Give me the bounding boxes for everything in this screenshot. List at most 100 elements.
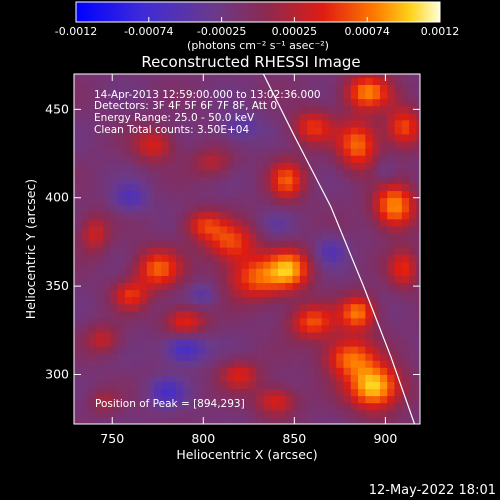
heatmap-cell [81, 247, 89, 255]
heatmap-cell [321, 325, 330, 333]
heatmap-cell [307, 183, 315, 192]
heatmap-cell [154, 141, 162, 149]
heatmap-cell [139, 240, 148, 248]
heatmap-cell [110, 374, 119, 382]
heatmap-cell [409, 183, 417, 192]
heatmap-cell [292, 218, 301, 227]
heatmap-cell [285, 381, 293, 390]
heatmap-cell [212, 91, 221, 100]
heatmap-cell [110, 275, 119, 283]
heatmap-cell [387, 240, 395, 248]
heatmap-cell [401, 268, 410, 276]
heatmap-cell [212, 409, 221, 418]
heatmap-cell [401, 339, 410, 347]
heatmap-cell [409, 268, 417, 276]
heatmap-cell [219, 353, 228, 361]
heatmap-cell [277, 112, 286, 121]
heatmap-cell [248, 381, 257, 390]
heatmap-cell [394, 388, 403, 397]
heatmap-cell [314, 275, 323, 283]
heatmap-cell [226, 332, 235, 340]
heatmap-cell [212, 247, 221, 255]
heatmap-cell [226, 141, 235, 149]
heatmap-cell [307, 211, 315, 220]
heatmap-cell [343, 303, 352, 312]
heatmap-cell [394, 84, 403, 93]
heatmap-cell [343, 332, 352, 340]
heatmap-cell [132, 332, 140, 340]
heatmap-cell [81, 310, 89, 319]
heatmap-cell [401, 183, 410, 192]
heatmap-cell [270, 74, 279, 78]
heatmap-cell [234, 282, 242, 291]
heatmap-cell [205, 317, 213, 326]
heatmap-cell [299, 74, 308, 78]
heatmap-cell [372, 275, 381, 283]
heatmap-cell [401, 105, 410, 114]
heatmap-cell [168, 127, 177, 135]
heatmap-cell [234, 261, 242, 269]
heatmap-cell [154, 254, 162, 262]
colorbar-tick-label: 0.00025 [272, 25, 318, 38]
heatmap-cell [321, 105, 330, 114]
heatmap-cell [117, 374, 126, 382]
heatmap-cell [343, 310, 352, 319]
heatmap-cell [205, 282, 213, 291]
heatmap-cell [372, 155, 381, 163]
heatmap-cell [263, 289, 272, 298]
heatmap-cell [358, 289, 366, 298]
heatmap-cell [95, 141, 104, 149]
heatmap-cell [81, 261, 89, 269]
heatmap-cell [175, 353, 184, 361]
heatmap-cell [307, 176, 315, 184]
heatmap-cell [307, 303, 315, 312]
heatmap-cell [350, 105, 359, 114]
heatmap-cell [387, 303, 395, 312]
heatmap-cell [103, 119, 111, 128]
heatmap-cell [365, 282, 374, 291]
heatmap-cell [263, 317, 272, 326]
heatmap-cell [307, 141, 315, 149]
heatmap-cell [124, 141, 133, 149]
heatmap-cell [263, 247, 272, 255]
heatmap-cell [197, 84, 206, 93]
heatmap-cell [394, 303, 403, 312]
heatmap-cell [234, 190, 242, 199]
heatmap-cell [124, 218, 133, 227]
heatmap-cell [372, 388, 381, 397]
heatmap-cell [409, 360, 417, 368]
heatmap-cell [95, 310, 104, 319]
heatmap-cell [285, 346, 293, 354]
heatmap-cell [365, 218, 374, 227]
heatmap-cell [175, 289, 184, 298]
colorbar-tick-label: -0.00074 [124, 25, 173, 38]
heatmap-cell [139, 183, 148, 192]
heatmap-cell [212, 416, 221, 424]
heatmap-cell [124, 127, 133, 135]
heatmap-cell [277, 190, 286, 199]
heatmap-cell [358, 310, 366, 319]
heatmap-cell [285, 84, 293, 93]
heatmap-cell [117, 282, 126, 291]
heatmap-cell [248, 374, 257, 382]
heatmap-cell [124, 317, 133, 326]
heatmap-cell [416, 296, 420, 305]
heatmap-cell [234, 155, 242, 163]
heatmap-cell [270, 240, 279, 248]
heatmap-cell [205, 374, 213, 382]
heatmap-cell [285, 105, 293, 114]
heatmap-cell [205, 353, 213, 361]
heatmap-cell [132, 388, 140, 397]
heatmap-cell [88, 105, 97, 114]
heatmap-cell [95, 317, 104, 326]
heatmap-cell [88, 176, 97, 184]
heatmap-cell [256, 416, 264, 424]
heatmap-cell [336, 254, 344, 262]
heatmap-cell [74, 360, 82, 368]
heatmap-cell [277, 317, 286, 326]
heatmap-cell [401, 367, 410, 375]
heatmap-cell [358, 169, 366, 177]
heatmap-cell [139, 339, 148, 347]
heatmap-cell [190, 98, 199, 107]
heatmap-cell [277, 268, 286, 276]
